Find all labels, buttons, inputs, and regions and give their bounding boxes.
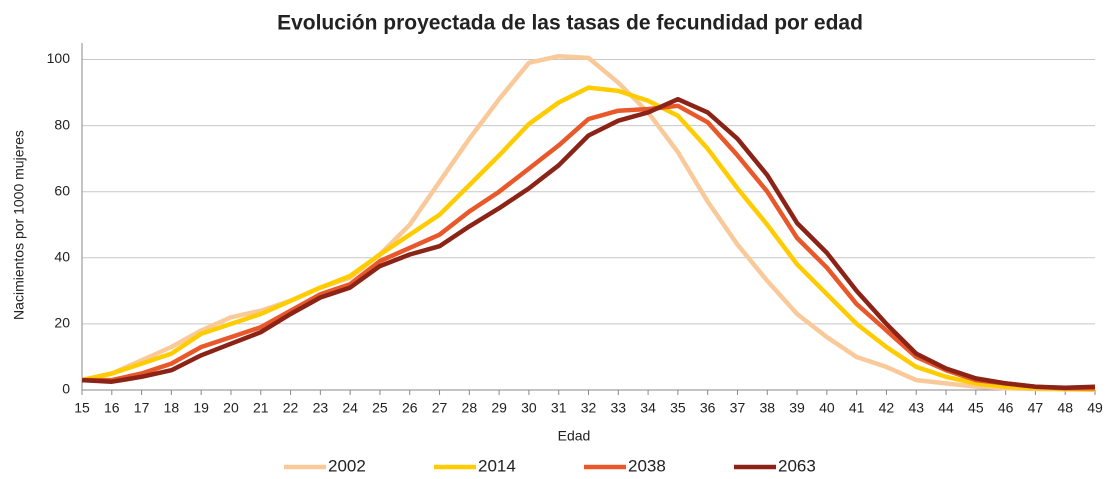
y-tick-label: 100 [47,50,71,66]
x-tick-label: 40 [819,400,835,416]
x-tick-label: 16 [104,400,120,416]
x-tick-label: 47 [1028,400,1044,416]
x-tick-label: 48 [1057,400,1073,416]
chart-title: Evolución proyectada de las tasas de fec… [277,12,863,35]
x-tick-label: 28 [462,400,478,416]
x-tick-label: 30 [521,400,537,416]
x-tick-label: 29 [491,400,507,416]
x-tick-label: 34 [640,400,656,416]
x-tick-label: 43 [908,400,924,416]
x-tick-label: 23 [313,400,329,416]
series-line [82,103,1095,391]
x-tick-label: 41 [849,400,865,416]
x-tick-label: 18 [164,400,180,416]
legend-label: 2002 [328,456,366,475]
x-tick-label: 46 [998,400,1014,416]
x-tick-label: 27 [432,400,448,416]
x-tick-label: 49 [1087,400,1103,416]
x-tick-label: 20 [223,400,239,416]
series-line [81,96,1096,390]
legend-label: 2063 [778,456,816,475]
x-tick-label: 26 [402,400,418,416]
y-axis-label: Nacimientos por 1000 mujeres [11,130,27,320]
x-tick-label: 25 [372,400,388,416]
x-tick-label: 21 [253,400,269,416]
y-tick-label: 0 [62,381,70,397]
x-tick-label: 31 [551,400,567,416]
x-tick-label: 19 [193,400,209,416]
x-tick-label: 44 [938,400,954,416]
x-tick-label: 36 [700,400,716,416]
x-tick-label: 38 [759,400,775,416]
x-tick-label: 32 [581,400,597,416]
x-tick-label: 17 [134,400,150,416]
x-tick-label: 15 [74,400,90,416]
x-tick-label: 33 [611,400,627,416]
y-tick-label: 80 [54,116,70,132]
series-line [81,53,1096,392]
x-tick-label: 37 [730,400,746,416]
x-tick-label: 35 [670,400,686,416]
x-tick-label: 22 [283,400,299,416]
y-tick-label: 40 [54,249,70,265]
x-tick-label: 42 [879,400,895,416]
series-line [81,85,1096,392]
x-tick-label: 39 [789,400,805,416]
x-axis-label: Edad [558,428,591,444]
x-tick-label: 45 [968,400,984,416]
x-tick-label: 24 [342,400,358,416]
y-tick-label: 20 [54,315,70,331]
y-tick-label: 60 [54,182,70,198]
legend-label: 2038 [628,456,666,475]
legend-label: 2014 [478,456,516,475]
